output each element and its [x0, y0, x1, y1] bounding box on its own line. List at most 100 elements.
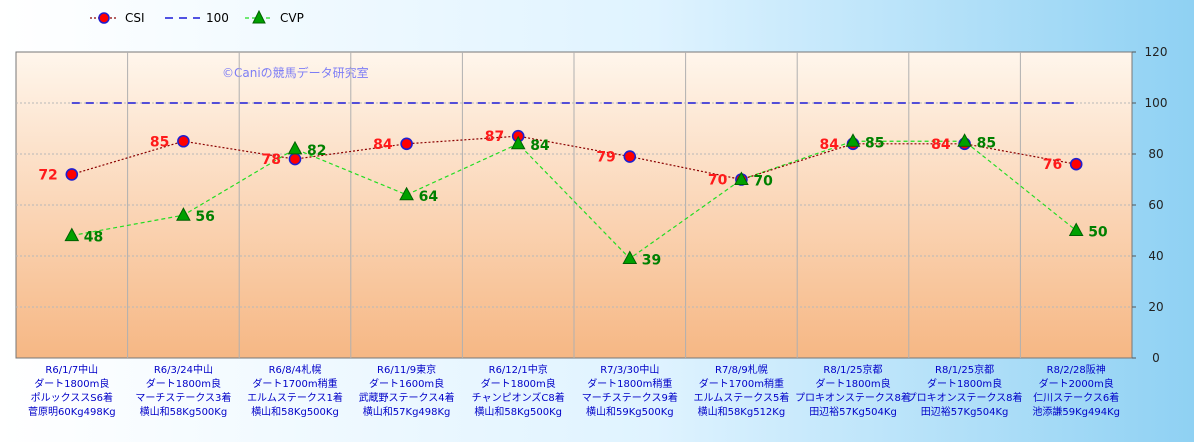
cvp-data-label: 50 — [1088, 225, 1108, 241]
series-line-csi — [71, 135, 1077, 181]
x-category-line: ダート1800m良 — [146, 377, 221, 390]
cvp-data-label: 85 — [865, 135, 884, 151]
csi-data-label: 84 — [931, 137, 951, 153]
y-tick-label: 100 — [1145, 96, 1168, 110]
x-category-line: ダート1700m稍重 — [252, 377, 337, 390]
csi-point — [400, 137, 413, 151]
x-category-line: ダート1800m稍重 — [587, 377, 672, 390]
x-category-line: 池添謙59Kg494Kg — [1032, 405, 1120, 418]
x-category-line: R7/3/30中山 — [600, 363, 659, 376]
cvp-data-label: 84 — [530, 138, 550, 154]
legend-label-100: 100 — [206, 11, 229, 25]
x-category-line: ダート1600m良 — [369, 377, 444, 390]
x-category-line: 田辺裕57Kg504Kg — [809, 405, 897, 418]
x-category-line: プロキオンステークス8着 — [907, 391, 1023, 404]
legend-marker-cvp — [252, 9, 266, 24]
csi-data-label: 87 — [485, 129, 504, 145]
cvp-point — [399, 186, 414, 201]
x-category-line: 菅原明60Kg498Kg — [28, 406, 116, 418]
csi-data-label: 76 — [1043, 157, 1062, 173]
x-axis: R6/1/7中山ダート1800m良ポルックススS6着菅原明60Kg498KgR6… — [28, 363, 1120, 418]
x-category-line: 横山和58Kg500Kg — [251, 405, 339, 418]
x-category-line: R6/3/24中山 — [154, 363, 213, 376]
x-category-label: R7/8/9札幌ダート1700m稍重エルムステークス5着横山和58Kg512Kg — [693, 363, 789, 418]
x-category-label: R6/3/24中山ダート1800m良マーチステークス3着横山和58Kg500Kg — [135, 363, 231, 418]
csi-data-label: 84 — [373, 137, 393, 153]
x-category-line: 田辺裕57Kg504Kg — [921, 405, 1009, 418]
cvp-data-label: 85 — [977, 135, 996, 151]
x-category-line: ダート1800m良 — [481, 377, 556, 390]
legend-marker-csi — [98, 12, 110, 24]
y-tick-label: 40 — [1148, 249, 1163, 263]
y-axis: 0 20 40 60 80 100 120 — [1132, 45, 1167, 365]
csi-point — [1069, 157, 1083, 171]
x-category-line: ポルックススS6着 — [31, 391, 113, 404]
x-category-line: R6/12/1中京 — [489, 363, 548, 376]
x-category-line: R8/2/28阪神 — [1047, 363, 1106, 376]
cvp-point — [287, 140, 303, 155]
x-category-line: 横山和59Kg500Kg — [586, 405, 674, 418]
csi-data-label: 72 — [38, 167, 57, 183]
x-category-line: エルムステークス1着 — [247, 391, 343, 404]
series-line-cvp — [71, 140, 1077, 260]
cvp-point — [622, 250, 638, 265]
x-category-line: チャンピオンズC8着 — [472, 391, 565, 404]
x-category-label: R6/12/1中京ダート1800m良チャンピオンズC8着横山和58Kg500Kg — [472, 363, 565, 418]
cvp-point — [734, 171, 749, 185]
y-tick-label: 120 — [1145, 45, 1168, 59]
x-category-line: 横山和58Kg500Kg — [474, 405, 562, 418]
x-category-label: R8/2/28阪神ダート2000m良仁川ステークス6着池添謙59Kg494Kg — [1032, 363, 1120, 418]
x-category-line: R8/1/25京都 — [935, 363, 994, 376]
cvp-data-label: 48 — [84, 230, 103, 246]
y-tick-label: 60 — [1148, 198, 1163, 212]
x-category-label: R6/1/7中山ダート1800m良ポルックススS6着菅原明60Kg498Kg — [28, 363, 116, 418]
cvp-point — [64, 227, 80, 242]
x-category-label: R8/1/25京都ダート1800m良プロキオンステークス8着田辺裕57Kg504… — [795, 363, 911, 418]
x-category-line: ダート1800m良 — [927, 377, 1002, 390]
x-category-label: R6/11/9東京ダート1600m良武蔵野ステークス4着横山和57Kg498Kg — [359, 363, 455, 418]
csi-data-label: 79 — [596, 150, 615, 166]
x-category-line: マーチステークス3着 — [135, 391, 231, 404]
x-category-label: R8/1/25京都ダート1800m良プロキオンステークス8着田辺裕57Kg504… — [907, 363, 1023, 418]
csi-point — [177, 134, 190, 148]
legend: CSI 100 CVP — [90, 9, 304, 25]
legend-label-csi: CSI — [125, 11, 145, 25]
csi-data-label: 84 — [820, 137, 840, 153]
cvp-point — [957, 133, 972, 147]
x-category-line: 横山和58Kg500Kg — [140, 405, 228, 418]
legend-label-cvp: CVP — [280, 11, 304, 25]
y-tick-label: 0 — [1152, 351, 1160, 365]
csi-data-label: 78 — [262, 152, 281, 168]
x-category-line: ダート2000m良 — [1039, 377, 1114, 390]
cvp-data-label: 82 — [307, 143, 326, 159]
x-category-line: エルムステークス5着 — [693, 391, 789, 404]
y-tick-label: 80 — [1148, 147, 1163, 161]
x-category-line: ダート1800m良 — [34, 377, 109, 390]
x-category-line: R6/11/9東京 — [377, 363, 436, 376]
x-category-line: ダート1800m良 — [815, 377, 890, 390]
x-category-line: 横山和57Kg498Kg — [363, 405, 451, 418]
csi-point — [623, 150, 637, 163]
x-category-line: 武蔵野ステークス4着 — [359, 391, 455, 404]
cvp-point — [845, 133, 861, 147]
cvp-point — [1068, 222, 1084, 236]
x-category-label: R7/3/30中山ダート1800m稍重マーチステークス9着横山和59Kg500K… — [582, 363, 678, 418]
x-category-label: R6/8/4札幌ダート1700m稍重エルムステークス1着横山和58Kg500Kg — [247, 363, 343, 418]
y-tick-label: 20 — [1148, 300, 1163, 314]
csi-data-label: 85 — [150, 134, 169, 150]
watermark-text: ©Caniの競馬データ研究室 — [222, 65, 369, 80]
x-category-line: プロキオンステークス8着 — [795, 391, 911, 404]
x-category-line: 横山和58Kg512Kg — [698, 405, 786, 418]
cvp-data-label: 39 — [642, 253, 661, 269]
x-category-line: R8/1/25京都 — [823, 363, 882, 376]
cvp-point — [510, 135, 526, 150]
csi-point — [288, 152, 302, 166]
cvp-data-label: 70 — [753, 174, 773, 190]
x-category-line: 仁川ステークス6着 — [1033, 391, 1119, 404]
cvp-point — [176, 207, 191, 221]
x-category-line: R6/1/7中山 — [45, 363, 98, 376]
cvp-data-label: 56 — [195, 209, 214, 225]
x-category-line: マーチステークス9着 — [582, 391, 678, 404]
